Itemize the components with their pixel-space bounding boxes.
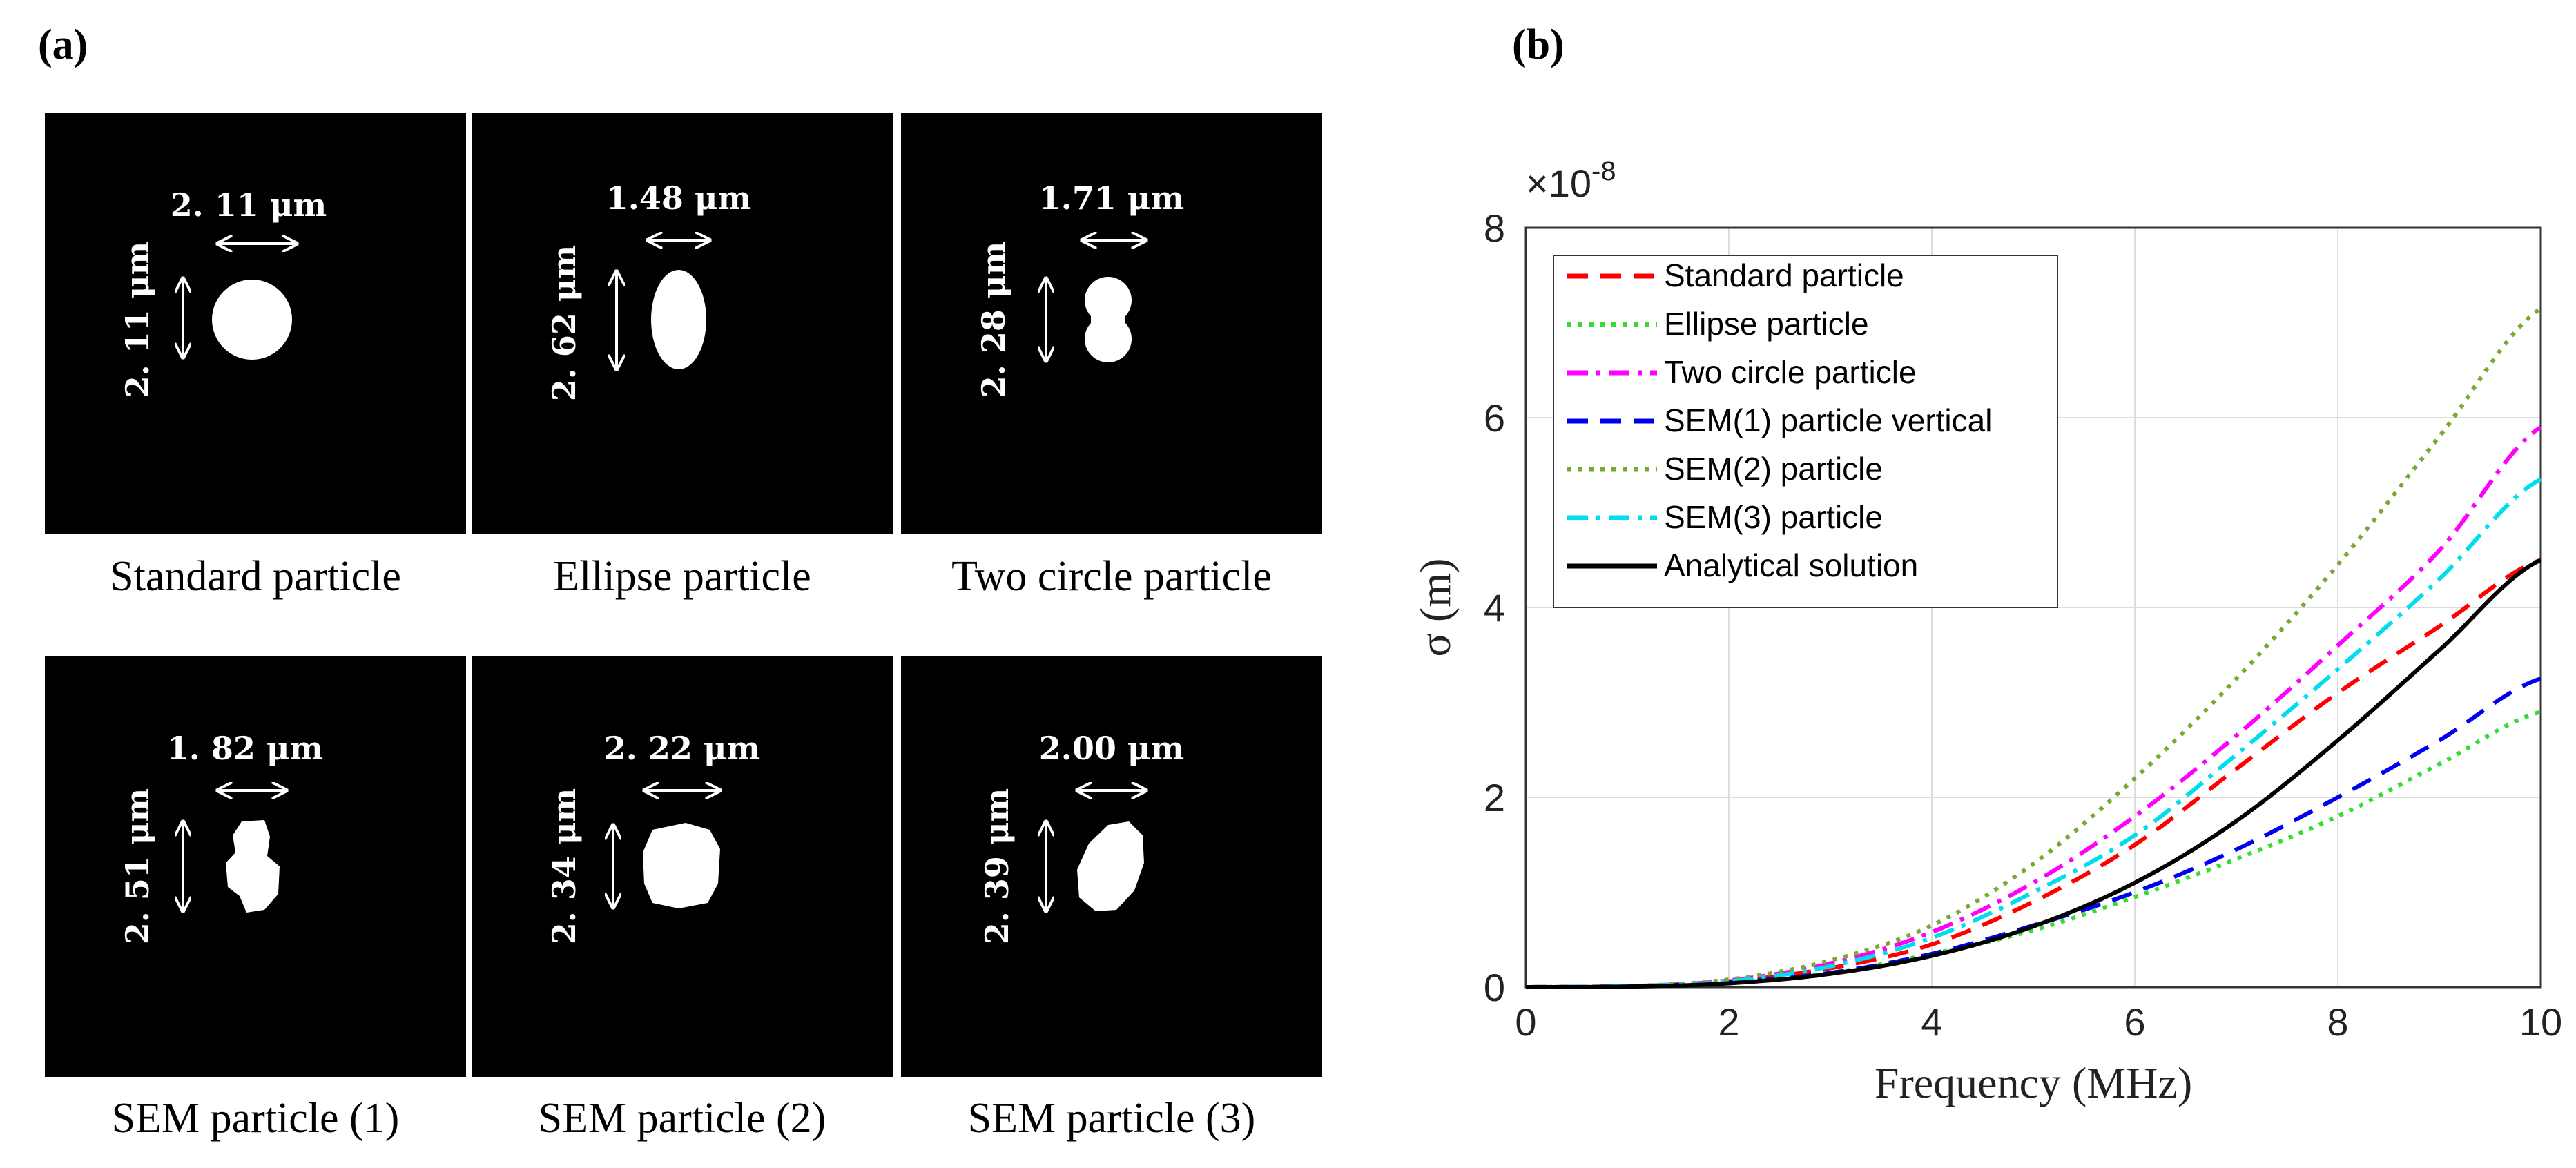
legend-entry: Ellipse particle bbox=[1664, 306, 1869, 342]
ticks: 0 2 4 6 8 10 0 2 4 6 8 bbox=[1484, 206, 2562, 1044]
height-label: 2. 34 μm bbox=[545, 788, 583, 944]
sem-2-particle-shape bbox=[643, 823, 720, 908]
x-tick-label: 4 bbox=[1921, 1000, 1942, 1044]
particle-tile-standard: 2. 11 μm 2. 11 μm bbox=[45, 113, 466, 534]
legend-entry: Standard particle bbox=[1664, 257, 1904, 293]
y-axis-label: σ (m) bbox=[1411, 558, 1460, 657]
particle-tile-ellipse: 1.48 μm 2. 62 μm bbox=[472, 113, 893, 534]
series-line-7 bbox=[1526, 558, 2542, 989]
x-tick-label: 2 bbox=[1718, 1000, 1739, 1044]
caption-sem-1: SEM particle (1) bbox=[111, 1095, 400, 1142]
legend-entry: Two circle particle bbox=[1664, 354, 1917, 390]
width-label: 1.71 μm bbox=[1039, 179, 1184, 217]
particle-tile-sem-3: 2.00 μm 2. 39 μm bbox=[901, 656, 1322, 1077]
x-tick-label: 10 bbox=[2519, 1000, 2562, 1044]
panel-b-letter: (b) bbox=[1512, 21, 1565, 68]
caption-two-circle: Two circle particle bbox=[951, 553, 1272, 600]
height-label: 2. 62 μm bbox=[545, 245, 583, 401]
ellipse-particle-shape bbox=[651, 270, 706, 369]
y-tick-label: 4 bbox=[1484, 586, 1505, 630]
legend-box bbox=[1553, 255, 2058, 608]
width-label: 2. 22 μm bbox=[604, 730, 760, 767]
legend-entry: Analytical solution bbox=[1664, 547, 1918, 583]
height-label: 2. 11 μm bbox=[119, 242, 156, 398]
legend-entry: SEM(2) particle bbox=[1664, 451, 1883, 487]
width-label: 1.48 μm bbox=[606, 179, 751, 217]
caption-sem-2: SEM particle (2) bbox=[538, 1095, 826, 1142]
legend-entry: SEM(3) particle bbox=[1664, 499, 1883, 535]
panel-a-letter: (a) bbox=[38, 21, 88, 68]
caption-standard: Standard particle bbox=[110, 553, 401, 600]
series-line-4 bbox=[1526, 677, 2541, 989]
caption-sem-3: SEM particle (3) bbox=[967, 1095, 1256, 1142]
exponent-label: ×10-8 bbox=[1526, 156, 1616, 205]
y-tick-label: 2 bbox=[1484, 776, 1505, 819]
particle-tile-sem-1: 1. 82 μm 2. 51 μm bbox=[45, 656, 466, 1077]
sem-3-particle-shape bbox=[1077, 821, 1144, 911]
series-line-2 bbox=[1526, 710, 2541, 989]
legend: Standard particle Ellipse particle Two cir… bbox=[1553, 255, 2058, 608]
width-label: 2. 11 μm bbox=[171, 186, 327, 224]
particle-tile-sem-2: 2. 22 μm 2. 34 μm bbox=[472, 656, 893, 1077]
particle-tile-two-circle: 1.71 μm 2. 28 μm bbox=[901, 113, 1322, 534]
two-circle-particle-shape bbox=[1085, 277, 1132, 362]
height-label: 2. 39 μm bbox=[978, 788, 1016, 944]
legend-entry: SEM(1) particle vertical bbox=[1664, 402, 1992, 438]
x-axis-label: Frequency (MHz) bbox=[1875, 1058, 2192, 1107]
height-label: 2. 51 μm bbox=[119, 788, 156, 944]
y-tick-label: 6 bbox=[1484, 396, 1505, 440]
sigma-frequency-chart: 0 2 4 6 8 10 0 2 4 6 8 ×10-8 Frequency (MHz) σ (m)… bbox=[1411, 156, 2562, 1107]
x-tick-label: 6 bbox=[2124, 1000, 2145, 1044]
y-tick-label: 0 bbox=[1484, 966, 1505, 1009]
height-label: 2. 28 μm bbox=[975, 242, 1012, 398]
width-label: 2.00 μm bbox=[1039, 730, 1184, 767]
y-tick-label: 8 bbox=[1484, 206, 1505, 250]
standard-particle-shape bbox=[212, 280, 292, 360]
width-label: 1. 82 μm bbox=[167, 730, 323, 767]
sem-1-particle-shape bbox=[226, 820, 280, 913]
caption-ellipse: Ellipse particle bbox=[553, 553, 811, 600]
axes-box bbox=[1524, 226, 2542, 989]
x-tick-label: 8 bbox=[2327, 1000, 2348, 1044]
series-group bbox=[1526, 306, 2542, 989]
x-tick-label: 0 bbox=[1515, 1000, 1536, 1044]
